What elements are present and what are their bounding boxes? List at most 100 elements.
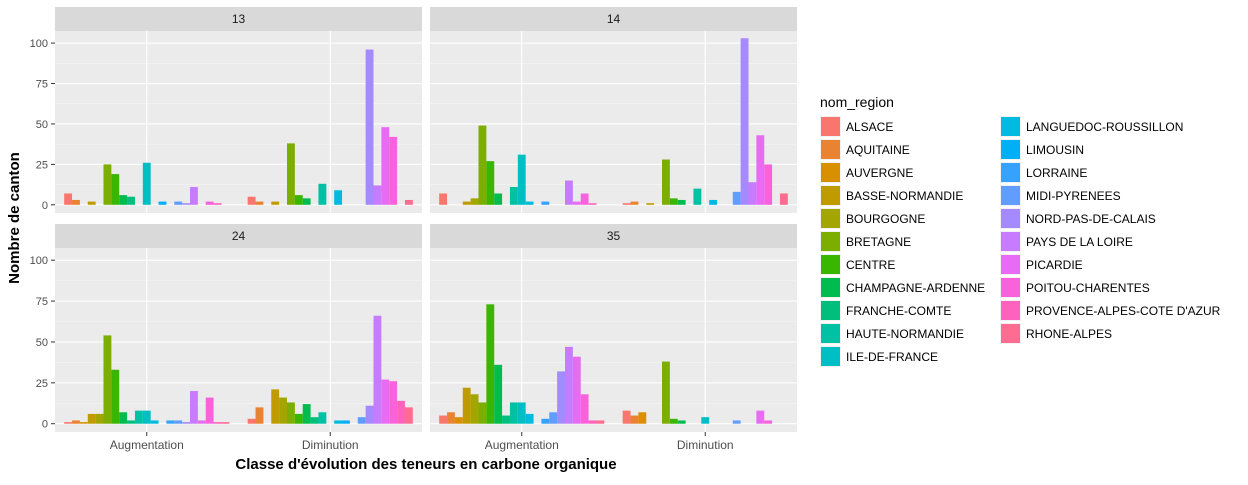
legend-item: CENTRE: [820, 254, 895, 275]
bar-24-augmentation-franche-comte: [127, 420, 135, 424]
y-tick-label: 0: [42, 200, 48, 212]
bar-24-diminution-bourgogne: [279, 397, 287, 424]
legend-swatch: [821, 163, 840, 182]
legend-label: LORRAINE: [1026, 166, 1087, 180]
legend-item: PAYS DE LA LOIRE: [1000, 231, 1133, 252]
bar-24-diminution-midi-pyrenees: [357, 417, 366, 424]
legend-item: BOURGOGNE: [820, 208, 925, 229]
legend-item: BASSE-NORMANDIE: [820, 185, 963, 206]
legend-item: NORD-PAS-DE-CALAIS: [1000, 208, 1156, 229]
bar-35-diminution-bretagne: [661, 361, 670, 424]
bar-24-diminution-champagne-ardenne: [302, 404, 311, 424]
bar-13-augmentation-basse-normandie: [87, 201, 96, 205]
bar-24-diminution-rhone-alpes: [404, 407, 413, 424]
bar-14-augmentation-bretagne: [478, 125, 487, 205]
bar-35-diminution-centre: [669, 418, 678, 424]
legend-swatch: [1001, 232, 1020, 251]
bar-13-diminution-picardie: [381, 127, 390, 205]
y-tick-label: 100: [30, 255, 48, 267]
bar-14-diminution-champagne-ardenne: [677, 199, 686, 205]
legend-label: NORD-PAS-DE-CALAIS: [1026, 212, 1156, 226]
bar-14-augmentation-poitou-charentes: [580, 193, 589, 205]
bar-24-diminution-haute-normandie: [318, 412, 327, 424]
legend-title: nom_region: [820, 94, 894, 110]
legend-swatch: [1001, 117, 1020, 136]
bar-35-augmentation-basse-normandie: [462, 387, 471, 424]
facet-panel-14: 14: [430, 7, 797, 213]
bar-14-diminution-poitou-charentes: [764, 164, 773, 205]
bar-14-augmentation-alsace: [439, 193, 448, 205]
legend-swatch: [1001, 301, 1020, 320]
x-tick-label: Diminution: [302, 438, 359, 452]
legend-swatch: [1001, 140, 1020, 159]
bar-13-augmentation-centre: [111, 174, 120, 205]
bar-14-diminution-picardie: [756, 135, 765, 205]
bar-24-augmentation-picardie: [197, 420, 206, 424]
facet-strip-label: 13: [232, 12, 246, 26]
bar-13-diminution-poitou-charentes: [389, 136, 398, 205]
bar-24-augmentation-nord-pas-de-calais: [182, 422, 191, 424]
legend-swatch: [1001, 163, 1020, 182]
legend-swatch: [821, 209, 840, 228]
facet-panel-24: 24 Augmentation Diminution 0 25 50 75 100: [30, 224, 422, 452]
bar-13-diminution-nord-pas-de-calais: [365, 49, 374, 205]
bar-24-augmentation-auvergne: [79, 422, 88, 424]
bar-35-augmentation-pays-de-la-loire: [565, 346, 573, 424]
bar-24-diminution-languedoc-roussillon: [334, 420, 343, 424]
y-tick-label: 50: [36, 119, 48, 131]
bar-35-augmentation-bourgogne: [470, 394, 479, 424]
legend-item: PROVENCE-ALPES-COTE D'AZUR: [1000, 300, 1221, 321]
bar-13-diminution-aquitaine: [255, 201, 264, 205]
bar-13-diminution-champagne-ardenne: [302, 198, 311, 205]
bar-14-augmentation-pays-de-la-loire: [565, 180, 573, 205]
bar-24-augmentation-languedoc-roussillon: [150, 420, 159, 424]
legend-item: ALSACE: [820, 116, 893, 137]
y-axis-title: Nombre de canton: [6, 152, 23, 284]
legend-label: POITOU-CHARENTES: [1026, 281, 1150, 295]
bar-35-augmentation-poitou-charentes: [580, 394, 589, 424]
bar-14-augmentation-bourgogne: [470, 198, 479, 205]
bar-13-diminution-centre: [294, 195, 303, 205]
x-tick-label: Diminution: [677, 438, 734, 452]
legend-item: ILE-DE-FRANCE: [820, 346, 938, 367]
bar-24-diminution-nord-pas-de-calais: [365, 405, 374, 424]
legend-label: PROVENCE-ALPES-COTE D'AZUR: [1026, 304, 1221, 318]
bar-13-diminution-languedoc-roussillon: [334, 190, 343, 205]
bar-14-augmentation-provence-alpes-cote-d-azur: [588, 203, 597, 205]
y-tick-label: 25: [36, 378, 48, 390]
bar-14-augmentation-picardie: [572, 201, 581, 205]
bar-14-augmentation-haute-normandie: [509, 187, 518, 205]
bar-24-diminution-bretagne: [286, 402, 295, 424]
bar-35-diminution-champagne-ardenne: [677, 420, 686, 424]
legend-swatch: [1001, 209, 1020, 228]
bar-24-diminution-basse-normandie: [271, 389, 280, 424]
legend-swatch: [821, 117, 840, 136]
bar-24-augmentation-pays-de-la-loire: [190, 391, 198, 424]
legend-item: POITOU-CHARENTES: [1000, 277, 1150, 298]
bar-14-diminution-basse-normandie: [646, 203, 655, 205]
bar-13-augmentation-alsace: [64, 193, 73, 205]
bar-14-augmentation-centre: [486, 161, 495, 205]
x-tick-label: Augmentation: [485, 438, 559, 452]
bar-14-diminution-midi-pyrenees: [732, 191, 741, 205]
legend-swatch: [821, 186, 840, 205]
legend-swatch: [1001, 255, 1020, 274]
legend-item: PICARDIE: [1000, 254, 1083, 275]
legend-item: AQUITAINE: [820, 139, 910, 160]
bar-13-augmentation-ile-de-france: [142, 162, 151, 205]
bar-13-diminution-alsace: [247, 196, 256, 205]
legend-label: RHONE-ALPES: [1026, 327, 1112, 341]
facet-strip: [430, 7, 797, 31]
bar-35-augmentation-rhone-alpes: [596, 420, 605, 424]
legend-label: LANGUEDOC-ROUSSILLON: [1026, 120, 1183, 134]
bar-13-diminution-rhone-alpes: [404, 199, 413, 205]
facet-strip: [430, 224, 797, 248]
y-tick-label: 50: [36, 337, 48, 349]
bar-35-diminution-midi-pyrenees: [732, 420, 741, 424]
bar-24-augmentation-centre: [111, 369, 120, 424]
legend-item: RHONE-ALPES: [1000, 323, 1112, 344]
legend-label: PICARDIE: [1026, 258, 1083, 272]
bar-35-diminution-poitou-charentes: [764, 420, 773, 424]
legend-item: LORRAINE: [1000, 162, 1087, 183]
